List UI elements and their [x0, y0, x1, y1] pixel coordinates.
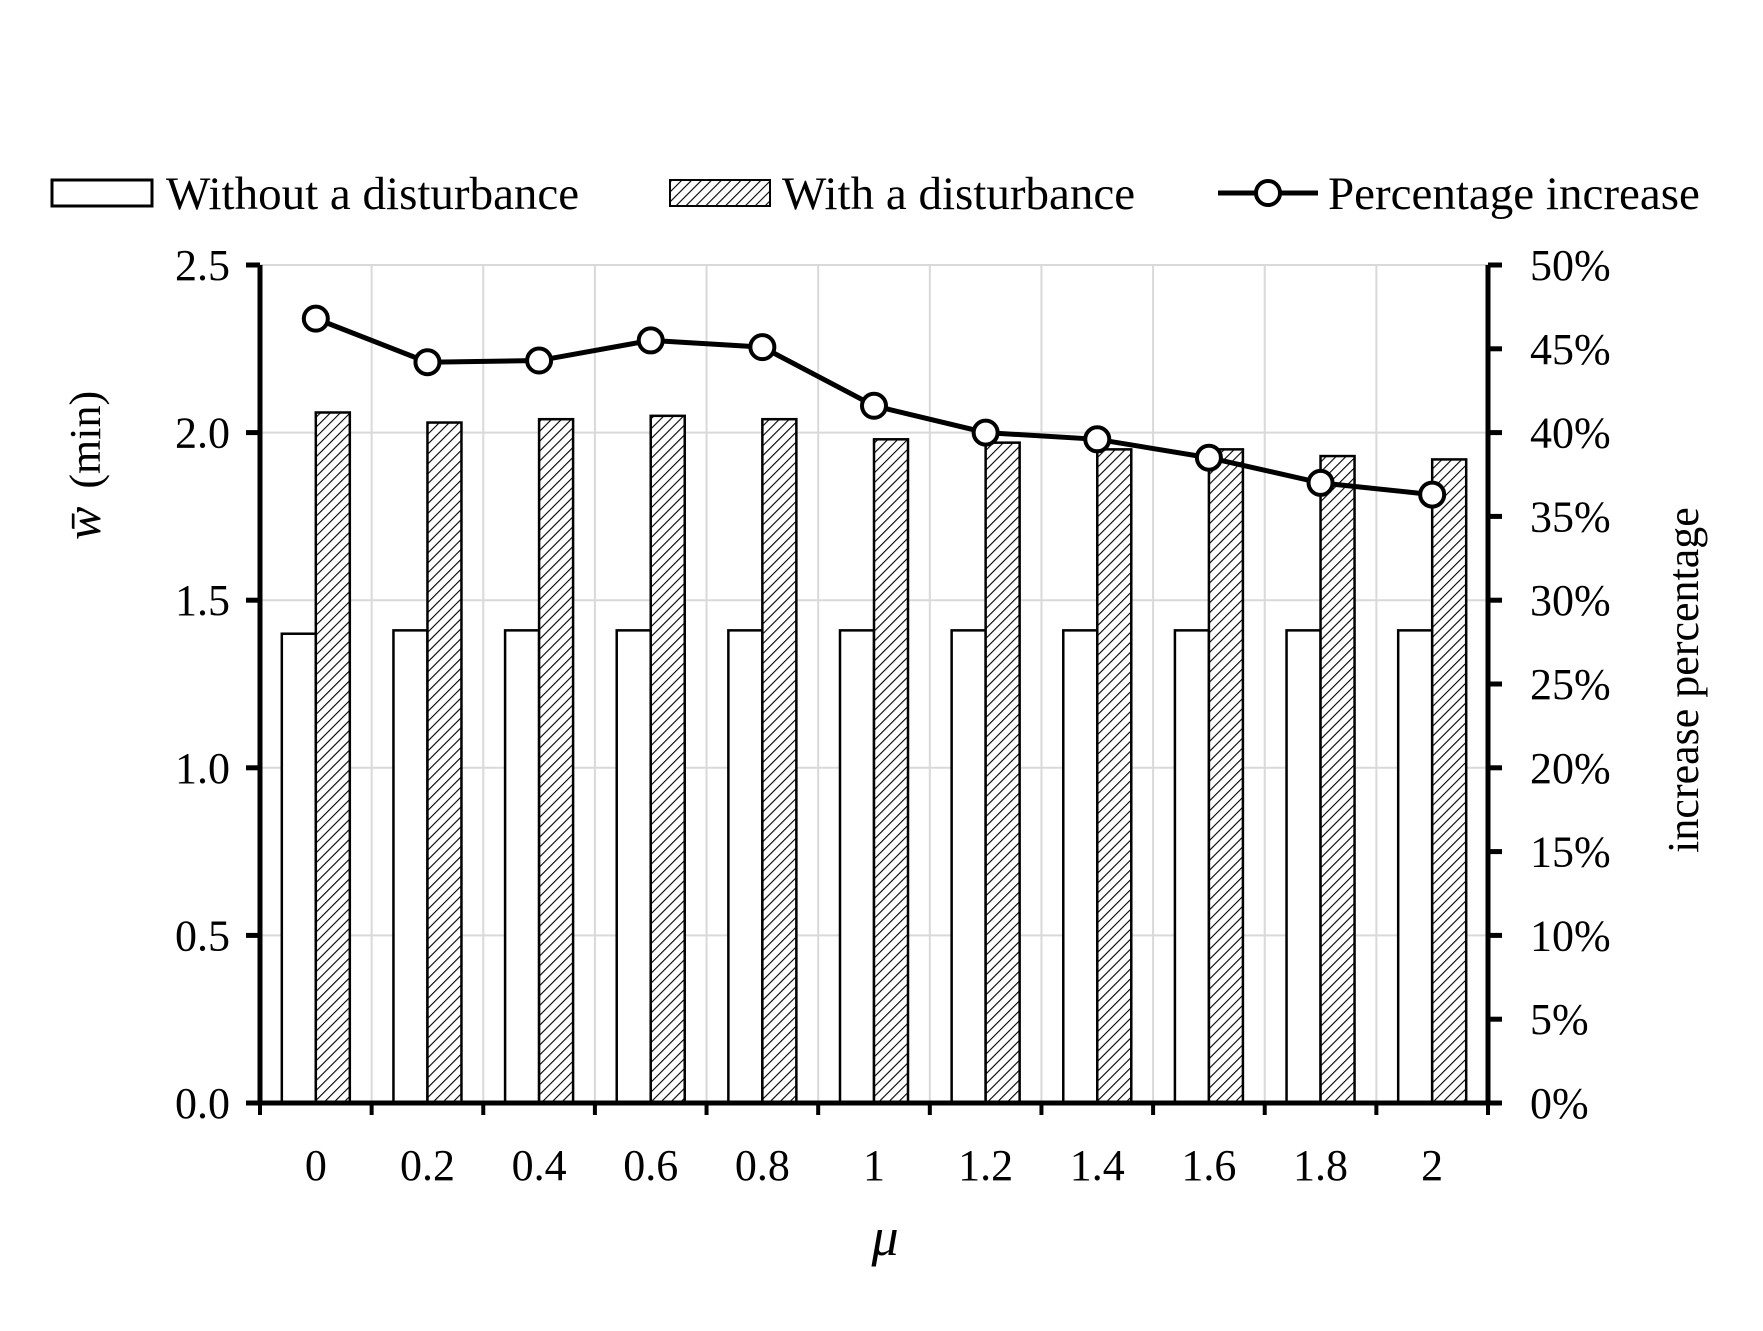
y2-tick-label: 35% — [1530, 492, 1611, 541]
percentage-point — [525, 346, 554, 375]
bar-without-disturbance — [615, 629, 652, 1105]
legend-label-with: With a disturbance — [782, 168, 1135, 220]
y2-tick-label: 15% — [1530, 828, 1611, 877]
y2-tick-label: 50% — [1530, 241, 1611, 290]
bar-with-disturbance — [426, 421, 463, 1105]
x-tick-label: 1.8 — [1293, 1141, 1348, 1190]
y2-tick-label: 30% — [1530, 576, 1611, 625]
percentage-line — [301, 304, 1447, 509]
svg-text:w̄ (min): w̄ (min) — [55, 391, 111, 540]
x-tick-label: 1.4 — [1070, 1141, 1125, 1190]
percentage-point — [1306, 468, 1335, 497]
bar-without-disturbance — [1396, 629, 1434, 1105]
legend-swatch-without — [50, 178, 154, 208]
bar-with-disturbance — [761, 417, 798, 1105]
y-tick-label: 2.0 — [175, 409, 230, 458]
y-tick-label: 0.5 — [175, 911, 230, 960]
x-tick-label: 0 — [305, 1141, 327, 1190]
y-axis-title: w̄ (min) — [55, 391, 111, 540]
bar-without-disturbance — [503, 629, 541, 1105]
y2-tick-label: 45% — [1530, 325, 1611, 374]
y2-tick-label: 20% — [1530, 744, 1611, 793]
bar-without-disturbance — [950, 629, 987, 1105]
y2-tick-label: 0% — [1530, 1079, 1589, 1128]
x-tick-label: 0.4 — [512, 1141, 567, 1190]
x-axis-title: μ — [870, 1207, 898, 1267]
legend-label-percentage: Percentage increase — [1328, 168, 1700, 220]
bar-without-disturbance — [1062, 629, 1099, 1105]
axes — [246, 262, 1502, 1115]
x-tick-label: 1 — [863, 1141, 885, 1190]
percentage-point — [1194, 443, 1223, 472]
bar-with-disturbance — [649, 414, 686, 1105]
x-tick-label: 0.6 — [623, 1141, 678, 1190]
y-axis-title-var: w̄ — [55, 507, 111, 540]
percentage-point — [301, 304, 330, 333]
legend-swatch-with — [669, 179, 771, 207]
y2-tick-label: 40% — [1530, 409, 1611, 458]
legend-label-without: Without a disturbance — [166, 168, 579, 220]
y2-tick-label: 25% — [1530, 660, 1611, 709]
y-tick-label: 0.0 — [175, 1079, 230, 1128]
bars — [280, 411, 1468, 1105]
percentage-point — [413, 348, 442, 377]
bar-with-disturbance — [537, 417, 575, 1105]
bar-with-disturbance — [1319, 454, 1356, 1105]
bar-with-disturbance — [1096, 448, 1133, 1105]
bar-with-disturbance — [1430, 458, 1468, 1105]
x-tick-label: 1.6 — [1181, 1141, 1236, 1190]
tick-labels: 0.0 0.5 1.0 1.5 2.0 2.5 0% 5% 10% 15% 20% 25% 30% 35%… — [175, 241, 1611, 1190]
legend-marker-percentage — [1254, 179, 1282, 207]
bar-with-disturbance — [314, 411, 352, 1105]
gridlines — [260, 264, 1488, 1103]
x-tick-label: 0.8 — [735, 1141, 790, 1190]
bar-without-disturbance — [280, 632, 318, 1105]
bar-with-disturbance — [872, 438, 910, 1105]
percentage-point — [1083, 425, 1112, 454]
bar-without-disturbance — [392, 629, 429, 1105]
percentage-point — [971, 418, 1000, 447]
x-tick-label: 0.2 — [400, 1141, 455, 1190]
bar-with-disturbance — [984, 441, 1021, 1105]
bar-without-disturbance — [727, 629, 764, 1105]
bar-without-disturbance — [1285, 629, 1322, 1105]
percentage-point — [860, 391, 888, 420]
bar-without-disturbance — [838, 629, 876, 1105]
percentage-point — [748, 333, 777, 362]
x-tick-label: 2 — [1421, 1141, 1443, 1190]
y-axis-title-unit: (min) — [61, 391, 110, 489]
y2-tick-label: 10% — [1530, 911, 1611, 960]
bar-without-disturbance — [1173, 629, 1211, 1105]
x-tick-label: 1.2 — [958, 1141, 1013, 1190]
y2-tick-label: 5% — [1530, 995, 1589, 1044]
percentage-point — [1418, 480, 1447, 509]
y-tick-label: 1.0 — [175, 744, 230, 793]
y-tick-label: 1.5 — [175, 576, 230, 625]
y-tick-label: 2.5 — [175, 241, 230, 290]
legend: Without a disturbance With a disturbance… — [50, 168, 1700, 220]
bar-with-disturbance — [1207, 448, 1245, 1105]
percentage-point — [636, 326, 665, 355]
y2-axis-title: increase percentage — [1659, 507, 1708, 853]
